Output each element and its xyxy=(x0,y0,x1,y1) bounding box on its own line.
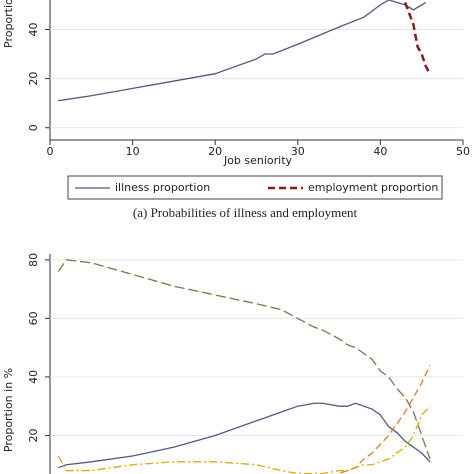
x-tick-label: 0 xyxy=(47,145,54,158)
y-tick-label: 0 xyxy=(27,124,40,131)
x-tick-label: 10 xyxy=(126,145,140,158)
series-line xyxy=(57,259,431,460)
legend-label: employment proportion xyxy=(308,181,438,194)
y-tick-label: 20 xyxy=(27,72,40,86)
series-line xyxy=(404,2,432,75)
x-tick-label: 30 xyxy=(291,145,305,158)
y-tick-label: 20 xyxy=(27,428,40,442)
x-tick-label: 20 xyxy=(208,145,222,158)
legend-box xyxy=(67,175,443,200)
y-tick-label: 40 xyxy=(27,22,40,36)
x-tick-label: 40 xyxy=(373,145,387,158)
x-tick-label: 50 xyxy=(456,145,470,158)
y-tick-label: 40 xyxy=(27,370,40,384)
y-axis-label: Proportion xyxy=(2,0,15,48)
legend-label: illness proportion xyxy=(115,181,210,194)
caption: (a) Probabilities of illness and employm… xyxy=(133,205,358,220)
plot-area xyxy=(58,0,432,102)
series-line xyxy=(58,402,431,469)
y-tick-label: 80 xyxy=(27,253,40,267)
series-line xyxy=(58,0,427,102)
series-line xyxy=(57,405,431,474)
y-axis-label: Proportion in % xyxy=(2,368,15,452)
plot-area xyxy=(57,259,431,474)
y-tick-label: 60 xyxy=(27,311,40,325)
x-axis-label: Job seniority xyxy=(223,154,293,167)
series-line xyxy=(335,364,431,474)
